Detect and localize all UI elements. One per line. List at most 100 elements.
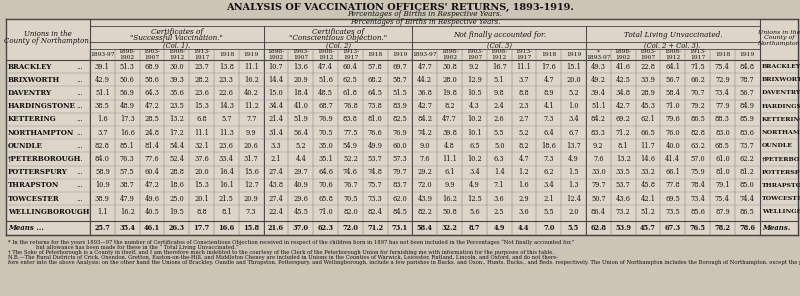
Text: 16.1: 16.1 [219,181,234,189]
Text: 11.1: 11.1 [442,155,457,163]
Text: 86.5: 86.5 [690,115,705,123]
Text: 57.0: 57.0 [690,155,705,163]
Text: 20.0: 20.0 [566,76,581,84]
Text: 6.5: 6.5 [469,142,480,150]
Text: 82.4: 82.4 [368,208,382,216]
Text: 6.7: 6.7 [568,128,579,136]
Text: 6.8: 6.8 [196,115,207,123]
Text: 79.7: 79.7 [591,181,606,189]
Text: 43.9: 43.9 [418,194,432,202]
Text: * In the returns for the years 1893—97 the number of Certificates of Conscientio: * In the returns for the years 1893—97 t… [8,239,574,245]
Text: 77.8: 77.8 [666,181,680,189]
Text: 51.9: 51.9 [294,115,308,123]
Text: 47.7: 47.7 [418,62,432,71]
Text: 4.1: 4.1 [543,102,554,110]
Text: 76.6: 76.6 [368,128,382,136]
Text: 15.0: 15.0 [269,89,283,97]
Text: 10.9: 10.9 [95,181,110,189]
Text: 1908-
1912: 1908- 1912 [168,49,186,60]
Text: WELLINGBOROUGH: WELLINGBOROUGH [8,208,90,216]
Text: 54.9: 54.9 [343,142,358,150]
Text: 1918: 1918 [714,52,730,57]
Text: 1893-97: 1893-97 [90,52,114,57]
Text: "Successful Vaccination.": "Successful Vaccination." [130,34,223,42]
Text: 8.7: 8.7 [469,224,480,232]
Text: KETTERING: KETTERING [762,117,800,122]
Text: (Col. 2): (Col. 2) [326,41,350,49]
Text: 2.1: 2.1 [543,194,554,202]
Text: 28.2: 28.2 [194,76,209,84]
Text: 5.0: 5.0 [494,142,505,150]
Text: 49.6: 49.6 [145,194,159,202]
Text: 22.4: 22.4 [269,208,283,216]
Text: 74.8: 74.8 [368,168,382,176]
Text: 17.3: 17.3 [120,115,134,123]
Text: 1.3: 1.3 [568,181,579,189]
Text: 66.2: 66.2 [690,76,705,84]
Text: 16.2: 16.2 [120,208,134,216]
Text: 4.9: 4.9 [469,181,480,189]
Text: 73.7: 73.7 [740,142,754,150]
Text: 4.8: 4.8 [444,142,455,150]
Text: NORTHAMPT'N: NORTHAMPT'N [762,130,800,135]
Text: 75.9: 75.9 [690,168,705,176]
Text: 39.4: 39.4 [591,89,606,97]
Text: ...: ... [77,76,83,84]
Text: 73.4: 73.4 [690,194,705,202]
Text: 63.2: 63.2 [690,142,705,150]
Text: 39.3: 39.3 [170,76,184,84]
Text: OUNDLE: OUNDLE [8,142,43,150]
Text: 35.0: 35.0 [318,142,333,150]
Text: 84.2: 84.2 [591,115,606,123]
Text: 73.1: 73.1 [392,224,408,232]
Text: 64.6: 64.6 [318,168,333,176]
Text: 76.7: 76.7 [343,181,358,189]
Text: 36.8: 36.8 [418,89,432,97]
Text: 43.8: 43.8 [269,181,283,189]
Text: 5.2: 5.2 [568,89,579,97]
Text: 66.5: 66.5 [641,128,655,136]
Text: 44.2: 44.2 [418,76,432,84]
Text: 37.6: 37.6 [194,155,209,163]
Text: 64.3: 64.3 [145,89,159,97]
Text: 25.7: 25.7 [94,224,110,232]
Text: 4.4: 4.4 [518,224,530,232]
Text: 40.0: 40.0 [666,142,680,150]
Text: 56.9: 56.9 [120,89,134,97]
Text: 51.3: 51.3 [120,62,134,71]
Text: 3.6: 3.6 [494,194,505,202]
Text: 88.3: 88.3 [715,115,730,123]
Text: 53.7: 53.7 [616,181,630,189]
Text: 82.0: 82.0 [343,208,358,216]
Text: 12.5: 12.5 [467,194,482,202]
Text: 68.5: 68.5 [715,142,730,150]
Text: 50.6: 50.6 [120,76,134,84]
Text: 13.7: 13.7 [566,142,581,150]
Text: County of Northampton.: County of Northampton. [5,37,91,45]
Text: 20.9: 20.9 [294,76,308,84]
Text: 9.9: 9.9 [444,181,455,189]
Text: 2.4: 2.4 [494,102,505,110]
Text: 56.7: 56.7 [666,76,680,84]
Text: 20.0: 20.0 [194,168,209,176]
Text: 68.2: 68.2 [368,76,382,84]
Text: 13.8: 13.8 [219,62,234,71]
Text: 1913-
1917: 1913- 1917 [515,49,533,60]
Text: 1919: 1919 [566,52,582,57]
Text: 8.2: 8.2 [518,142,530,150]
Text: 51.1: 51.1 [591,102,606,110]
Text: 4.4: 4.4 [295,155,306,163]
Text: 21.4: 21.4 [269,115,283,123]
Text: 69.5: 69.5 [666,194,680,202]
Text: 85.9: 85.9 [740,115,754,123]
Text: 60.0: 60.0 [393,142,407,150]
Text: 42.9: 42.9 [95,76,110,84]
Text: 11.1: 11.1 [244,62,258,71]
Text: ...: ... [77,142,83,150]
Text: 1919: 1919 [739,52,755,57]
Text: 1919: 1919 [392,52,408,57]
Text: 19.5: 19.5 [170,208,184,216]
Text: 77.5: 77.5 [343,128,358,136]
Text: 31.4: 31.4 [269,128,283,136]
Text: 58.9: 58.9 [95,168,110,176]
